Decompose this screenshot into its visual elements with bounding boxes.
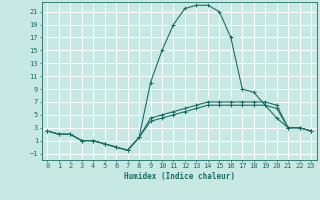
X-axis label: Humidex (Indice chaleur): Humidex (Indice chaleur) — [124, 172, 235, 181]
